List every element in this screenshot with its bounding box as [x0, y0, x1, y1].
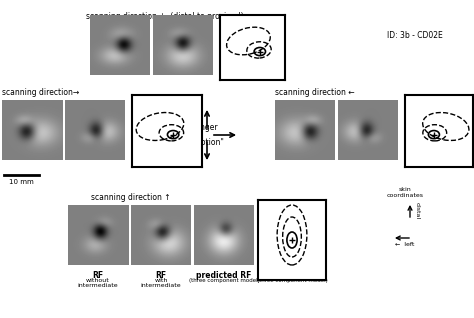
Text: finger: finger [196, 123, 219, 132]
Text: skin
coordinates: skin coordinates [386, 187, 423, 198]
Text: scanning direction→: scanning direction→ [2, 88, 79, 97]
Text: with: with [155, 278, 168, 283]
Text: intermediate: intermediate [141, 283, 182, 288]
Text: distal: distal [415, 203, 420, 219]
Text: predicted RF: predicted RF [264, 271, 319, 280]
Text: scanning direction ↓  (distal to proximal): scanning direction ↓ (distal to proximal… [86, 12, 244, 21]
Text: without: without [86, 278, 110, 283]
Text: (three component model): (three component model) [256, 278, 328, 283]
Text: predicted RF: predicted RF [196, 271, 252, 280]
Text: "motion": "motion" [190, 138, 224, 147]
Text: 10 mm: 10 mm [9, 179, 34, 185]
Text: scanning direction ↑: scanning direction ↑ [91, 193, 171, 202]
Text: RF: RF [92, 271, 103, 280]
Text: (three component model): (three component model) [189, 278, 259, 283]
Text: ID: 3b - CD02E: ID: 3b - CD02E [387, 31, 443, 39]
Text: ←  left: ← left [395, 242, 414, 247]
Text: intermediate: intermediate [78, 283, 118, 288]
Text: scanning direction ←: scanning direction ← [275, 88, 355, 97]
Text: RF: RF [155, 271, 166, 280]
